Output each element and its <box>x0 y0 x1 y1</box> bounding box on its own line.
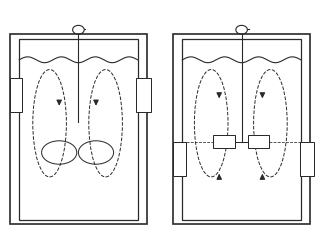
Bar <box>300 142 314 176</box>
Bar <box>136 78 151 112</box>
Bar <box>173 142 186 176</box>
Bar <box>248 135 269 148</box>
Bar <box>10 34 147 224</box>
Bar <box>213 135 235 148</box>
Bar <box>182 39 301 220</box>
Bar <box>173 34 310 224</box>
Bar <box>10 78 22 112</box>
Bar <box>19 39 138 220</box>
